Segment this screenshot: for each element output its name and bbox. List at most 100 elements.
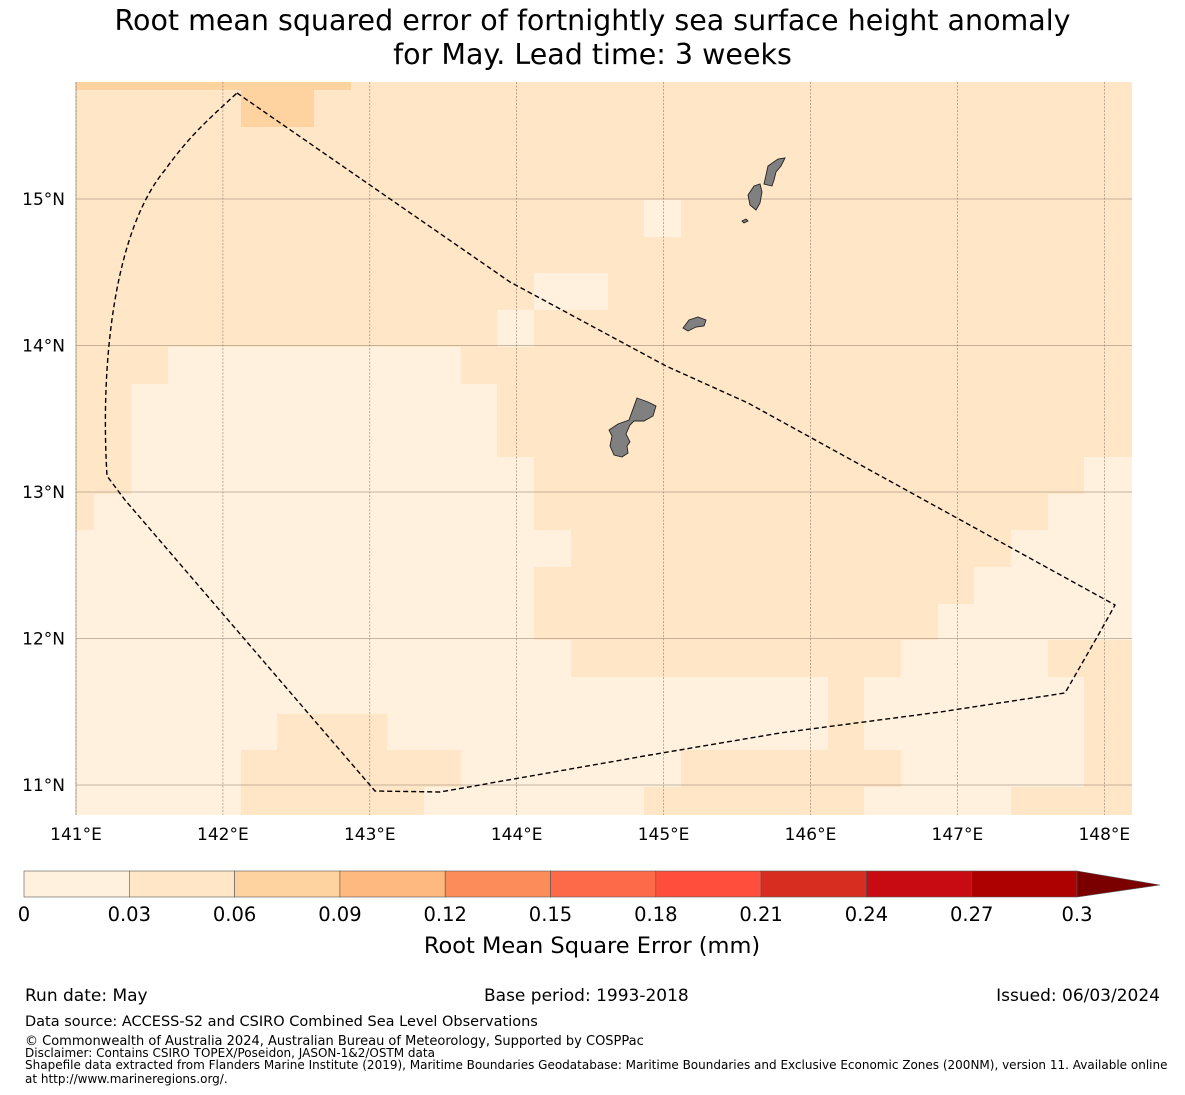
- grid-cell: [644, 787, 864, 815]
- grid-cell: [131, 384, 497, 494]
- grid-cell: [76, 750, 241, 787]
- colorbar-tick: 0.06: [213, 903, 256, 926]
- colorbar-tick: 0.27: [950, 903, 993, 926]
- grid-cell: [241, 750, 461, 787]
- longitude-tick: 144°E: [491, 825, 543, 845]
- grid-cell: [94, 494, 534, 530]
- grid-cell: [681, 750, 901, 787]
- grid-cell: [974, 567, 1132, 604]
- grid-cell: [277, 714, 387, 750]
- chart-title: Root mean squared error of fortnightly s…: [0, 4, 1185, 72]
- colorbar-swatch: [655, 870, 762, 898]
- colorbar-swatch: [760, 870, 867, 898]
- grid-cell: [497, 310, 534, 347]
- colorbar-swatch: [234, 870, 341, 898]
- latitude-tick: 15°N: [22, 190, 65, 210]
- latitude-tick-labels: 11°N 12°N 13°N 14°N 15°N: [22, 190, 65, 796]
- colorbar-tick: 0.09: [318, 903, 361, 926]
- grid-cell: [497, 457, 534, 494]
- grid-cell: [461, 384, 497, 494]
- longitude-tick: 148°E: [1078, 825, 1130, 845]
- island-landmass: [682, 316, 707, 332]
- latitude-tick: 14°N: [22, 337, 65, 357]
- shapefile-credit-line-1: Shapefile data extracted from Flanders M…: [25, 1058, 1168, 1072]
- grid-cell: [828, 677, 864, 787]
- grid-cell: [76, 494, 94, 530]
- grid-cell: [76, 530, 534, 567]
- longitude-tick-labels: 141°E 142°E 143°E 144°E 145°E 146°E 147°E 148°E: [50, 825, 1130, 845]
- run-date: Run date: May: [25, 986, 148, 1006]
- copyright-notice: © Commonwealth of Australia 2024, Austra…: [25, 1034, 644, 1049]
- longitude-tick: 145°E: [638, 825, 690, 845]
- rmse-grid-cells: [76, 82, 1132, 815]
- longitude-tick: 141°E: [50, 825, 102, 845]
- land-areas: [608, 157, 786, 458]
- grid-cell: [424, 787, 644, 815]
- colorbar-tick: 0.21: [739, 903, 782, 926]
- grid-cell: [241, 787, 424, 815]
- colorbar-tick: 0.03: [108, 903, 151, 926]
- colorbar-swatch: [550, 870, 657, 898]
- grid-cell: [1048, 494, 1132, 531]
- colorbar-swatch: [339, 870, 446, 898]
- grid-cell: [534, 530, 571, 567]
- grid-cell: [864, 714, 1084, 750]
- island-landmass: [608, 397, 657, 458]
- grid-cell: [1084, 640, 1132, 815]
- title-line-2: for May. Lead time: 3 weeks: [393, 38, 792, 71]
- colorbar-swatch: [971, 870, 1078, 898]
- colorbar-tick: 0: [18, 903, 30, 926]
- grid-cell: [864, 787, 1011, 815]
- grid-cell: [76, 787, 241, 815]
- colorbar-label: Root Mean Square Error (mm): [424, 933, 760, 959]
- grid-cell: [76, 677, 828, 714]
- colorbar-tick: 0.15: [529, 903, 572, 926]
- grid-cell: [644, 200, 681, 237]
- grid-cell: [534, 273, 608, 310]
- disclaimer: Disclaimer: Contains CSIRO TOPEX/Poseido…: [25, 1046, 435, 1060]
- grid-cell: [938, 604, 1132, 640]
- data-source: Data source: ACCESS-S2 and CSIRO Combine…: [25, 1014, 538, 1030]
- grid-cell: [76, 82, 351, 90]
- grid-cell: [1011, 530, 1132, 567]
- grid-cell: [76, 714, 277, 750]
- colorbar-tick-labels: 0 0.03 0.06 0.09 0.12 0.15 0.18 0.21 0.24 0.27 0.3: [18, 903, 1093, 926]
- map-panel: [75, 82, 1132, 815]
- colorbar-extend-arrow: [1076, 870, 1161, 898]
- base-period: Base period: 1993-2018: [484, 986, 689, 1006]
- issued-date: Issued: 06/03/2024: [996, 986, 1160, 1006]
- colorbar-tick: 0.24: [845, 903, 888, 926]
- longitude-tick: 147°E: [932, 825, 984, 845]
- shapefile-credit-line-2: at http://www.marineregions.org/.: [25, 1072, 228, 1086]
- grid-cell: [387, 714, 828, 750]
- colorbar-tick: 0.18: [634, 903, 677, 926]
- grid-cell: [864, 677, 1084, 714]
- latitude-tick: 11°N: [22, 776, 65, 796]
- colorbar: 0 0.03 0.06 0.09 0.12 0.15 0.18 0.21 0.24 0.27 0.3…: [18, 870, 1161, 959]
- latitude-tick: 12°N: [22, 630, 65, 650]
- longitude-tick: 142°E: [197, 825, 249, 845]
- colorbar-tick: 0.3: [1061, 903, 1092, 926]
- colorbar-swatches: [23, 870, 1161, 898]
- island-landmass: [747, 183, 763, 211]
- island-landmass: [741, 218, 749, 224]
- grid-cell: [168, 347, 461, 384]
- colorbar-tick: 0.12: [423, 903, 466, 926]
- eez-boundary: [104, 92, 1116, 793]
- longitude-tick: 146°E: [785, 825, 837, 845]
- grid-cell: [901, 640, 1048, 677]
- longitude-tick: 143°E: [344, 825, 396, 845]
- graticule: [75, 82, 1132, 815]
- grid-cell: [901, 750, 1084, 787]
- colorbar-swatch: [444, 870, 551, 898]
- colorbar-swatch: [23, 870, 130, 898]
- grid-cell: [76, 640, 571, 677]
- grid-cell: [76, 567, 534, 640]
- grid-cell: [1084, 457, 1132, 494]
- latitude-tick: 13°N: [22, 483, 65, 503]
- title-line-1: Root mean squared error of fortnightly s…: [114, 4, 1071, 37]
- colorbar-swatch: [129, 870, 235, 898]
- island-landmass: [763, 157, 786, 187]
- colorbar-swatch: [866, 870, 973, 898]
